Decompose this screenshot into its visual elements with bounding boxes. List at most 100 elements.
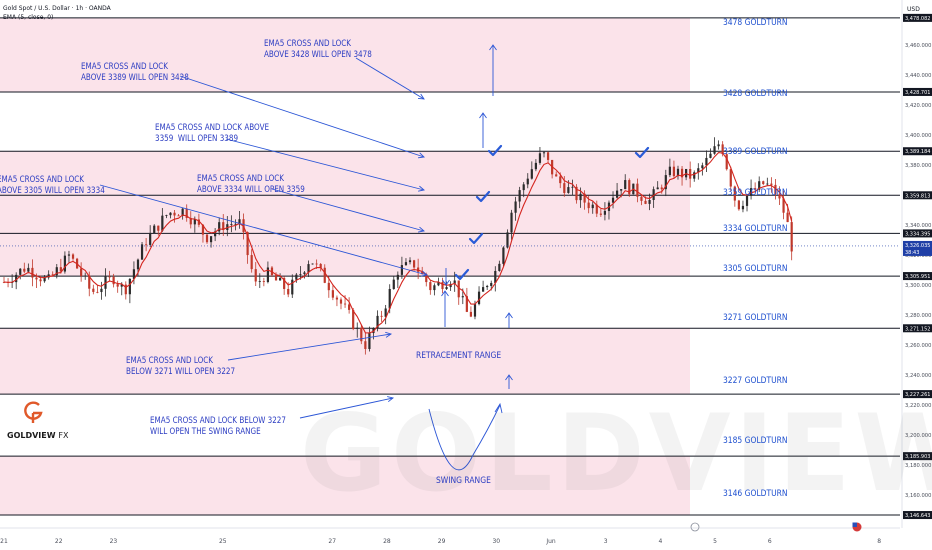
y-tick-label: 3,220.000 [905,403,931,409]
level-price-tag-text: 3,271.152 [905,326,930,332]
candle-body [287,288,290,295]
annotation-3389: EMA5 CROSS AND LOCK ABOVE 3389 WILL OPEN… [81,61,189,82]
candle-body [100,288,103,293]
zone-band [0,17,690,92]
candle-body [92,288,95,292]
candle-body [603,210,607,215]
candle-body [112,276,115,285]
candle-body [530,169,533,179]
candle-body [356,327,359,329]
candle-body [161,215,164,231]
candle-body [563,183,566,193]
candle-body [153,225,156,233]
annotation-arrowhead [417,93,425,100]
direction-arrowhead [479,112,487,119]
currency-label[interactable]: USD [907,6,920,13]
candle-body [254,269,257,282]
y-tick-label: 3,200.000 [905,433,931,439]
candle-body [388,288,391,309]
zone-band [0,328,690,395]
level-price-tag [903,147,932,156]
x-tick-label: 23 [110,538,118,545]
annotation-arrow [179,75,425,158]
candle-body [238,219,241,224]
zone-band [0,456,690,516]
candle-body [482,287,485,292]
candle-body [59,267,62,272]
candle-body [339,299,343,304]
y-tick-label: 3,400.000 [905,133,931,139]
level-label-3305: 3305 GOLDTURN [723,264,788,274]
annotation-arrowhead [417,152,425,159]
check-icon [454,268,470,281]
y-tick-label: 3,180.000 [905,463,931,469]
candle-body [283,277,286,289]
candle-body [473,304,477,317]
timezone-icon[interactable] [690,522,700,532]
candle-body [31,267,34,278]
candle-body [579,193,582,201]
candle-body [477,291,481,305]
candle-body [197,219,200,225]
candle-body [546,152,550,160]
ema-line [3,152,793,334]
level-price-tag-text: 3,359.813 [905,193,930,199]
candle-body [291,279,294,295]
candle-body [319,263,322,268]
y-tick-label: 3,260.000 [905,343,931,349]
annotation-arrow [355,57,425,100]
candle-body [587,202,590,209]
candle-body [518,190,521,202]
candle-body [124,284,127,295]
symbol-title[interactable]: Gold Spot / U.S. Dollar · 1h · OANDA [3,5,111,12]
x-tick-label: 3 [604,538,608,545]
candle-body [376,315,379,329]
candle-body [274,275,278,281]
y-tick-label: 3,280.000 [905,313,931,319]
candle-body [327,282,330,291]
candle-body [145,244,148,246]
y-tick-label: 3,160.000 [905,493,931,499]
candle-body [51,274,54,276]
level-price-tag [903,191,932,200]
candle-body [713,146,716,154]
candle-body [693,172,696,179]
candle-body [433,285,436,291]
annotation-3227: EMA5 CROSS AND LOCK BELOW 3227 WILL OPEN… [150,415,286,436]
candle-body [278,277,282,281]
candle-body [534,162,537,170]
candle-body [778,194,781,199]
x-tick-label: 28 [383,538,391,545]
candle-body [348,304,351,310]
candle-body [644,200,647,204]
x-tick-label: 27 [328,538,336,545]
candle-body [84,275,87,277]
level-price-tag [903,390,932,399]
candle-body [490,282,493,286]
candle-body [591,204,594,209]
candle-body [522,184,525,191]
level-price-tag [903,324,932,333]
candle-body [128,278,131,295]
current-price-tag [903,240,932,256]
candle-body [360,327,363,342]
indicator-legend[interactable]: EMA (5, close, 0) [3,14,54,21]
direction-arrowhead [505,374,513,381]
swing-range-arrowhead [494,402,503,414]
candle-body [250,255,253,270]
candle-body [116,284,119,287]
candle-body [408,260,412,263]
check-icon [487,144,503,157]
level-price-tag [903,272,932,281]
candle-body [583,193,586,203]
candle-body [689,168,692,179]
x-tick-label: 4 [658,538,662,545]
candle-body [445,287,448,290]
candle-body [331,290,334,298]
candle-body [697,168,700,173]
candle-body [542,152,546,154]
candle-body [567,187,570,193]
x-tick-label: 6 [768,538,772,545]
candle-body [754,188,757,190]
